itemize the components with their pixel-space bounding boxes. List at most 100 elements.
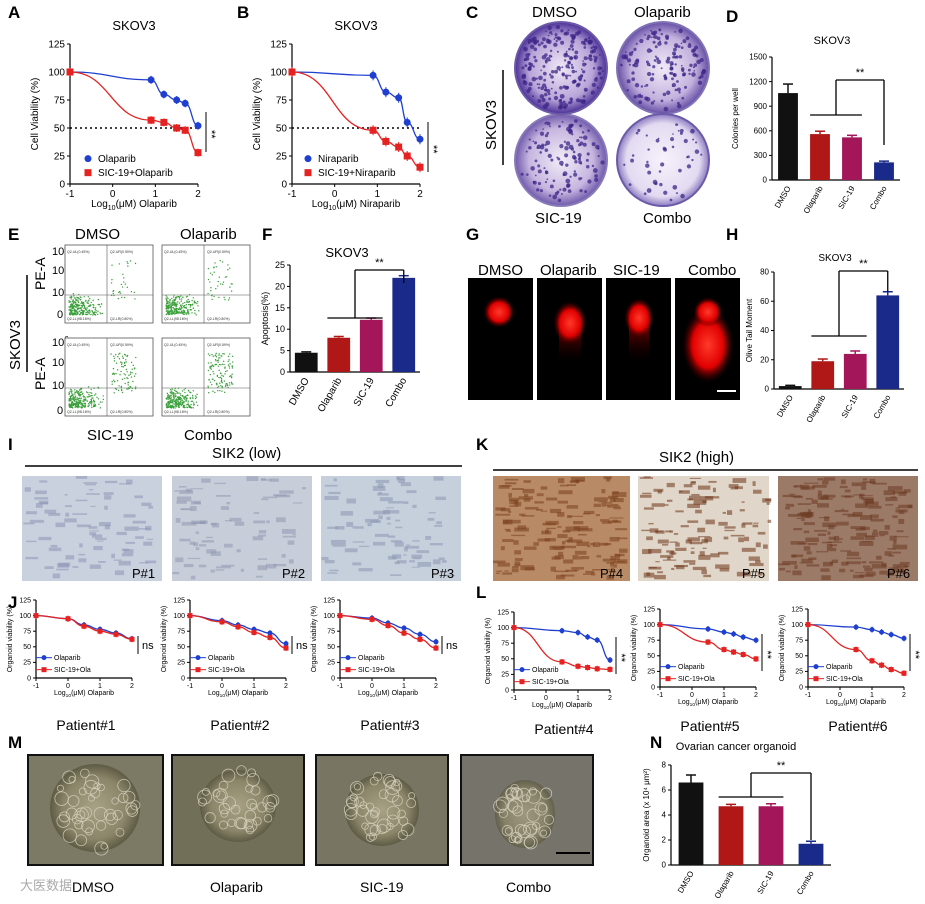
flow-event <box>71 307 74 309</box>
organoid-cell <box>512 788 524 800</box>
flow-event <box>220 355 223 357</box>
flow-event <box>81 405 84 407</box>
colony-dot <box>544 86 548 89</box>
flow-event <box>70 403 73 405</box>
flow-event <box>171 391 173 394</box>
flow-event <box>213 373 215 375</box>
ihc-stain <box>352 562 362 566</box>
flow-event <box>80 299 82 301</box>
ihc-label-p1: P#1 <box>132 566 155 581</box>
flow-event <box>209 272 212 274</box>
flow-event <box>221 386 223 389</box>
flow-event <box>77 390 80 393</box>
colony-dot <box>537 86 541 89</box>
ihc-stain <box>728 484 739 488</box>
colony-dot <box>532 65 535 68</box>
chart-title-A: SKOV3 <box>112 18 155 33</box>
organoid-label-combo: Combo <box>506 879 551 895</box>
bar-D-1 <box>810 134 830 180</box>
flow-event <box>188 404 190 407</box>
flow-event <box>196 302 198 305</box>
flow-event <box>166 392 169 395</box>
ihc-stain <box>333 478 337 482</box>
legend-label-L1-1: SIC-19+Ola <box>532 679 569 686</box>
x-tick-label-L3: 1 <box>870 692 874 699</box>
organoid-combo <box>495 780 555 848</box>
ihc-stain <box>839 568 846 573</box>
organoid-cell <box>343 803 358 817</box>
ihc-stain <box>687 537 700 542</box>
ihc-stain <box>600 519 610 522</box>
ihc-stain <box>425 536 432 540</box>
flow-event <box>76 391 78 393</box>
colony-dot <box>585 38 588 41</box>
flow-event <box>182 396 184 398</box>
colony-dot <box>521 74 527 80</box>
ihc-stain <box>189 541 196 545</box>
flow-event <box>86 396 88 398</box>
colony-dot <box>638 100 643 105</box>
ihc-stain <box>116 531 127 536</box>
flow-event <box>79 389 81 391</box>
ihc-stain <box>778 567 785 571</box>
ihc-stain <box>145 525 152 531</box>
flow-event <box>192 396 194 398</box>
ihc-stain <box>141 502 152 507</box>
y-tick-label-F: 5 <box>280 346 285 356</box>
colony-dot <box>561 72 565 76</box>
data-point-L2-1-1 <box>705 639 711 645</box>
significance-label-J2: ns <box>296 640 308 652</box>
ihc-stain <box>517 525 527 530</box>
ihc-stain <box>793 527 803 531</box>
flow-event <box>90 392 93 394</box>
ihc-stain <box>799 562 814 564</box>
flow-event <box>124 283 127 285</box>
ihc-stain <box>257 558 268 560</box>
organoid-cell <box>78 787 87 796</box>
colony-dot <box>535 129 538 132</box>
ihc-stain <box>823 477 836 481</box>
ihc-stain <box>607 495 619 499</box>
data-point-L1-1-1 <box>559 659 565 665</box>
colony-dot <box>565 141 571 146</box>
colony-dot <box>544 59 547 62</box>
flow-event <box>90 399 93 401</box>
data-point-J1-1-4 <box>113 631 119 637</box>
ihc-stain <box>807 509 811 514</box>
colony-dot <box>569 56 573 60</box>
ihc-stain <box>657 539 669 544</box>
ihc-stain <box>741 547 756 552</box>
ihc-stain <box>75 476 88 479</box>
ihc-stain <box>246 476 259 482</box>
flow-event <box>126 371 128 373</box>
y-tick-label-J3: 75 <box>327 629 335 636</box>
y-tick-label-J1: 25 <box>23 660 31 667</box>
flow-event <box>82 301 85 304</box>
flow-event <box>176 307 178 310</box>
ihc-stain <box>702 500 707 504</box>
ihc-stain <box>698 554 711 560</box>
colony-dot <box>545 140 551 146</box>
flow-event <box>207 278 210 281</box>
ihc-stain <box>861 561 867 564</box>
ihc-stain <box>198 564 207 568</box>
colony-dot <box>677 129 680 132</box>
flow-event <box>70 310 73 312</box>
flow-event <box>78 401 80 404</box>
flow-event <box>221 261 224 263</box>
data-point-L2-1-2 <box>721 647 727 653</box>
x-tick-label-J1: 0 <box>66 683 70 690</box>
flow-event <box>131 390 133 392</box>
flow-event <box>123 361 126 364</box>
ihc-stain <box>210 569 215 573</box>
x-tick-label-A: 0 <box>110 189 116 200</box>
ihc-stain <box>654 530 664 532</box>
ihc-stain <box>557 512 565 517</box>
ihc-stain <box>83 482 98 484</box>
ihc-stain <box>374 533 389 537</box>
ihc-stain <box>692 566 707 571</box>
ihc-stain <box>508 492 512 498</box>
ihc-stain <box>411 566 420 568</box>
data-point-L3-1-5 <box>901 670 907 676</box>
chart-caption-L3: Patient#6 <box>828 718 887 734</box>
